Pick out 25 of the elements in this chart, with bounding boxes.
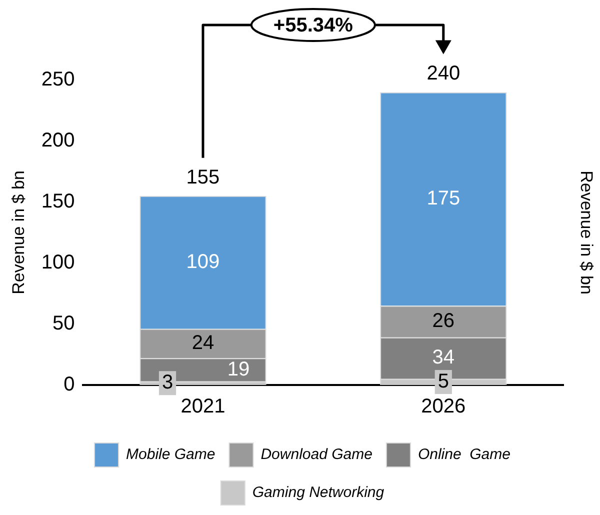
x-tick-label: 2026 (421, 396, 466, 418)
legend-label: Gaming Networking (252, 484, 385, 502)
legend-label: Online Game (418, 446, 510, 464)
data-label: 5 (438, 370, 449, 392)
y-tick-label: 250 (41, 68, 75, 91)
total-label: 155 (186, 166, 220, 188)
data-label: 26 (432, 310, 455, 332)
data-label: 3 (162, 372, 174, 394)
y-tick-label: 100 (41, 252, 75, 274)
text: +55.34% (273, 14, 354, 37)
total-label: 240 (426, 62, 460, 85)
data-label: 109 (186, 250, 220, 273)
y-tick-label: 200 (41, 130, 75, 152)
y-tick-label: 150 (41, 190, 75, 213)
legend-label: Mobile Game (126, 446, 216, 464)
y-tick-label: 0 (64, 374, 75, 396)
y2-axis-title: Revenue in $ bn (577, 170, 596, 294)
data-label: 34 (432, 346, 455, 369)
y-tick-label: 50 (52, 312, 75, 335)
legend-label: Download Game (260, 446, 372, 464)
x-tick-label: 2021 (180, 396, 226, 418)
data-label: 24 (192, 332, 214, 354)
data-label: 175 (426, 187, 460, 210)
y-axis-title: Revenue in $ bn (8, 170, 28, 294)
data-label: 19 (227, 358, 250, 380)
